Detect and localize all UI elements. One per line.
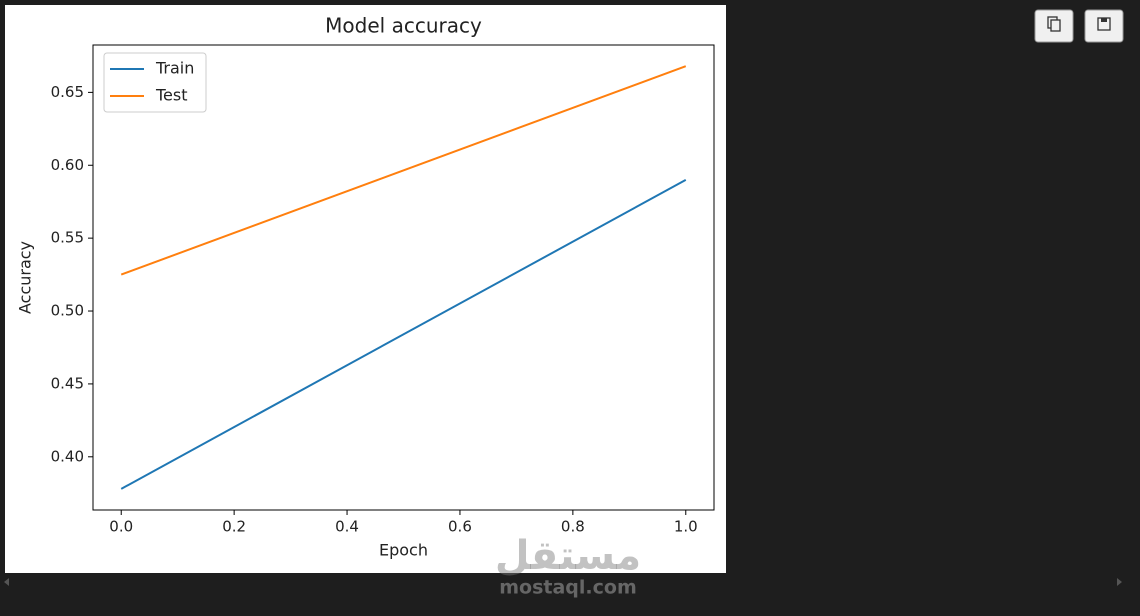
x-tick-label: 1.0 — [674, 518, 698, 536]
y-tick-label: 0.60 — [51, 156, 84, 174]
x-axis-label: Epoch — [379, 541, 428, 560]
legend-label: Test — [155, 86, 188, 105]
scroll-left[interactable] — [4, 578, 9, 586]
series-line — [120, 178, 687, 490]
y-tick-label: 0.40 — [51, 447, 84, 465]
legend-label: Train — [155, 59, 194, 78]
axes-frame — [92, 44, 715, 511]
x-tick-label: 0.2 — [222, 518, 246, 536]
save-icon — [1101, 18, 1107, 22]
x-tick-label: 0.6 — [448, 518, 472, 536]
copy-button[interactable] — [1034, 9, 1074, 43]
x-tick-label: 0.0 — [109, 518, 133, 536]
legend: Train Test — [103, 52, 207, 113]
x-tick-label: 0.4 — [335, 518, 359, 536]
x-tick-label: 0.8 — [561, 518, 585, 536]
watermark-latin: mostaql.com — [499, 577, 637, 599]
y-tick-label: 0.55 — [51, 229, 84, 247]
save-button[interactable] — [1084, 9, 1124, 43]
legend-frame — [103, 52, 207, 113]
y-axis-label: Accuracy — [16, 241, 35, 314]
chart-title: Model accuracy — [325, 14, 482, 38]
y-tick-label: 0.45 — [51, 374, 84, 392]
y-tick-label: 0.65 — [51, 83, 84, 101]
watermark-arabic: مستقل — [495, 533, 641, 579]
series-line — [120, 65, 687, 276]
copy-icon — [1050, 19, 1061, 32]
button-frame[interactable] — [1084, 9, 1124, 43]
scroll-right[interactable] — [1117, 578, 1122, 586]
y-tick-label: 0.50 — [51, 302, 84, 320]
